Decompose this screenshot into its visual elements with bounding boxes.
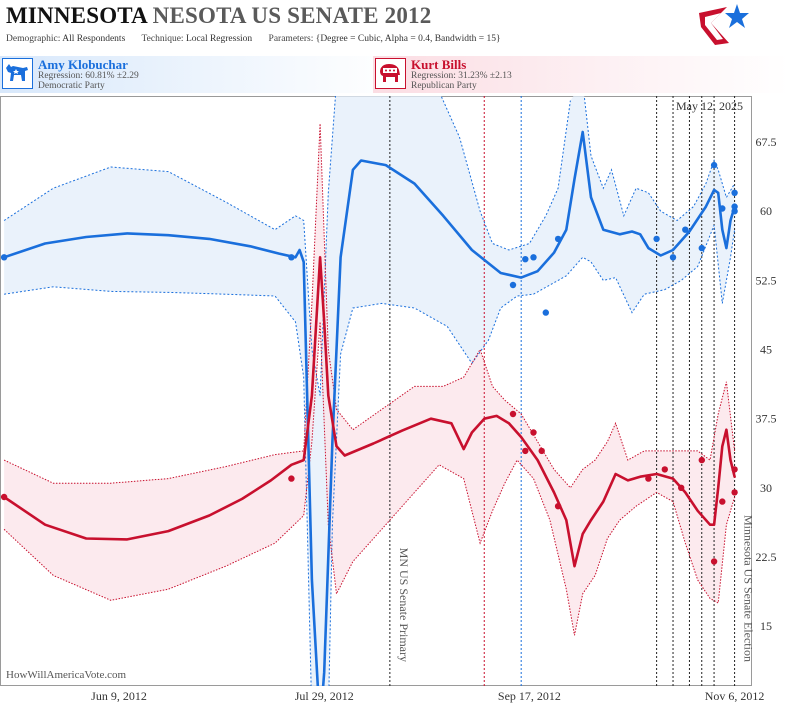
- event-label: MN US Senate Primary: [397, 548, 411, 662]
- dem-poll-point: [731, 203, 738, 210]
- dem-poll-point: [509, 281, 517, 289]
- dem-poll-point: [731, 189, 738, 196]
- dem-poll-point: [669, 254, 677, 261]
- dem-trend-line: [2, 130, 736, 686]
- candidate-republican: Kurt Bills Regression: 31.23% ±2.13 Repu…: [373, 56, 789, 93]
- candidate-regression: Regression: 31.23% ±2.13: [411, 71, 512, 81]
- parameters-value: {Degree = Cubic, Alpha = 0.4, Bandwidth …: [315, 34, 501, 44]
- dem-poll-point: [698, 244, 705, 252]
- poll-chart: 15 22.5 30 37.5 45 52.5 60 67.5 Jun 9, 2012 Jul …: [0, 96, 777, 703]
- dem-poll-point: [288, 254, 295, 261]
- dem-poll-point: [542, 309, 549, 316]
- rep-poll-point: [698, 456, 705, 464]
- y-tick-label: 30: [760, 481, 772, 495]
- y-tick-label: 60: [760, 204, 772, 218]
- demographic-label: Demographic:: [6, 34, 61, 44]
- y-tick-label: 22.5: [756, 550, 777, 564]
- rep-poll-point: [710, 558, 718, 565]
- rep-confidence-band: [4, 123, 735, 636]
- technique-value: Local Regression: [185, 34, 253, 44]
- dem-confidence-edge: [3, 96, 336, 396]
- site-logo[interactable]: [697, 3, 751, 47]
- rep-poll-point: [288, 475, 295, 482]
- candidate-name: Kurt Bills: [411, 57, 467, 72]
- dem-poll-point: [682, 226, 689, 233]
- date-stamp: May 12, 2025: [676, 99, 743, 113]
- y-tick-label: 52.5: [756, 273, 777, 287]
- candidate-name: Amy Klobuchar: [38, 57, 128, 72]
- rep-poll-point: [522, 447, 529, 455]
- y-tick-label: 67.5: [756, 135, 777, 149]
- x-tick-label: Sep 17, 2012: [498, 689, 561, 703]
- rep-poll-point: [538, 447, 545, 455]
- candidate-party: Democratic Party: [38, 81, 105, 91]
- x-tick-label: Nov 6, 2012: [705, 689, 765, 703]
- candidate-regression: Regression: 60.81% ±2.29: [38, 71, 139, 81]
- rep-poll-point: [645, 475, 652, 482]
- dem-poll-point: [0, 254, 8, 261]
- rep-poll-point: [731, 466, 738, 473]
- y-tick-label: 15: [760, 619, 772, 633]
- rep-trend-line: [2, 256, 736, 568]
- rep-poll-point: [554, 503, 562, 510]
- x-tick-label: Jul 29, 2012: [295, 689, 354, 703]
- rep-confidence-edge: [3, 123, 736, 489]
- dem-poll-point: [522, 256, 529, 263]
- elephant-icon: [375, 58, 406, 89]
- x-tick-label: Jun 9, 2012: [91, 689, 147, 703]
- dem-poll-point: [554, 235, 562, 243]
- donkey-icon: [2, 58, 33, 89]
- y-tick-label: 45: [760, 343, 772, 357]
- rep-poll-point: [661, 466, 668, 473]
- rep-poll-point: [509, 410, 517, 418]
- dem-poll-point: [530, 254, 537, 261]
- event-label: Minnesota US Senate Election: [742, 515, 756, 662]
- dem-confidence-edge: [4, 286, 312, 686]
- rep-poll-point: [530, 429, 537, 436]
- y-tick-label: 37.5: [756, 412, 777, 426]
- rep-poll-point: [719, 498, 726, 505]
- technique-label: Technique:: [141, 34, 184, 44]
- dem-confidence-edge: [328, 224, 736, 686]
- dem-confidence-edge: [583, 96, 736, 222]
- rep-poll-point: [0, 493, 8, 501]
- watermark[interactable]: HowWillAmericaVote.com: [6, 669, 126, 681]
- dem-poll-point: [719, 205, 726, 212]
- parameters-label: Parameters:: [268, 34, 314, 44]
- rep-poll-point: [678, 484, 685, 491]
- dem-poll-point: [653, 235, 660, 243]
- title-rest: NESOTA US SENATE 2012: [152, 3, 432, 28]
- dem-confidence-band: [4, 96, 735, 686]
- candidate-party: Republican Party: [411, 81, 477, 91]
- chart-parameters: Demographic: All Respondents Technique: …: [6, 34, 501, 44]
- dem-poll-point: [710, 161, 718, 169]
- dem-poll-point: [731, 208, 738, 215]
- chart-header: MINNESOTA NESOTA US SENATE 2012 Demograp…: [0, 0, 789, 52]
- page-title: MINNESOTA NESOTA US SENATE 2012: [6, 3, 431, 29]
- dem-confidence-edge: [440, 96, 571, 251]
- demographic-value: All Respondents: [62, 34, 126, 44]
- rep-poll-point: [731, 489, 738, 496]
- title-state: MINNESOTA: [6, 3, 147, 28]
- candidate-democrat: Amy Klobuchar Regression: 60.81% ±2.29 D…: [0, 56, 395, 93]
